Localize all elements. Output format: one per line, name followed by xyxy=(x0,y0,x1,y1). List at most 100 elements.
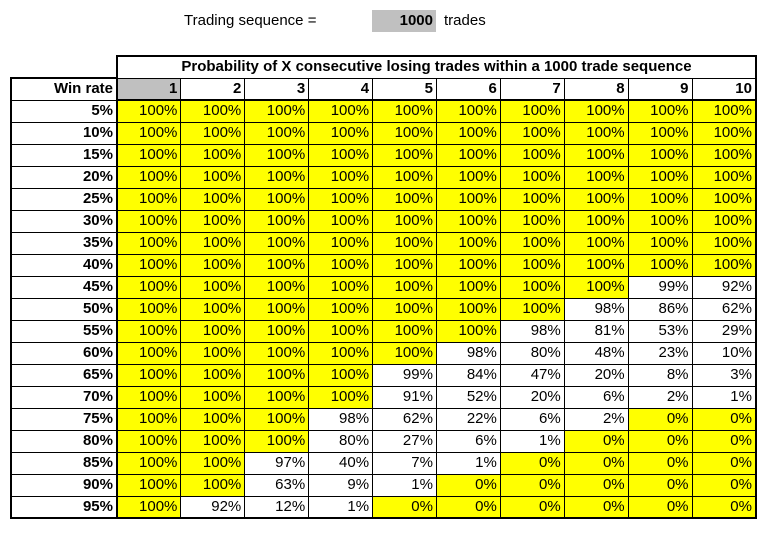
probability-cell[interactable]: 100% xyxy=(180,121,246,145)
probability-cell[interactable]: 100% xyxy=(308,341,374,365)
probability-cell[interactable]: 100% xyxy=(308,297,374,321)
probability-cell[interactable]: 100% xyxy=(435,121,501,145)
probability-cell[interactable]: 100% xyxy=(308,187,374,211)
probability-cell[interactable]: 0% xyxy=(691,429,757,453)
probability-cell[interactable]: 0% xyxy=(435,495,501,519)
probability-cell[interactable]: 100% xyxy=(180,385,246,409)
probability-cell[interactable]: 100% xyxy=(563,121,629,145)
probability-cell[interactable]: 100% xyxy=(244,99,310,123)
win-rate-cell[interactable]: 80% xyxy=(10,430,118,453)
probability-cell[interactable]: 62% xyxy=(372,407,437,431)
probability-cell[interactable]: 1% xyxy=(435,451,501,475)
probability-cell[interactable]: 100% xyxy=(563,209,629,233)
probability-cell[interactable]: 0% xyxy=(499,495,565,519)
probability-cell[interactable]: 0% xyxy=(627,495,693,519)
probability-cell[interactable]: 100% xyxy=(691,231,757,255)
probability-cell[interactable]: 100% xyxy=(244,253,310,277)
probability-cell[interactable]: 100% xyxy=(244,429,310,453)
probability-cell[interactable]: 100% xyxy=(691,165,757,189)
win-rate-cell[interactable]: 90% xyxy=(10,474,118,497)
probability-cell[interactable]: 12% xyxy=(244,495,310,519)
probability-cell[interactable]: 40% xyxy=(308,451,374,475)
probability-cell[interactable]: 100% xyxy=(691,187,757,211)
probability-cell[interactable]: 53% xyxy=(627,319,693,343)
win-rate-cell[interactable]: 50% xyxy=(10,298,118,321)
probability-cell[interactable]: 100% xyxy=(244,143,310,167)
probability-cell[interactable]: 100% xyxy=(563,187,629,211)
column-header-10[interactable]: 10 xyxy=(691,78,757,101)
probability-cell[interactable]: 100% xyxy=(563,99,629,123)
probability-cell[interactable]: 100% xyxy=(116,275,182,299)
probability-cell[interactable]: 1% xyxy=(308,495,374,519)
probability-cell[interactable]: 98% xyxy=(308,407,374,431)
probability-cell[interactable]: 7% xyxy=(372,451,437,475)
probability-cell[interactable]: 100% xyxy=(116,473,182,497)
probability-cell[interactable]: 100% xyxy=(308,363,374,387)
probability-cell[interactable]: 2% xyxy=(627,385,693,409)
probability-cell[interactable]: 100% xyxy=(435,143,501,167)
probability-cell[interactable]: 20% xyxy=(499,385,565,409)
probability-cell[interactable]: 100% xyxy=(244,319,310,343)
probability-cell[interactable]: 1% xyxy=(372,473,437,497)
probability-cell[interactable]: 100% xyxy=(244,187,310,211)
column-header-9[interactable]: 9 xyxy=(627,78,693,101)
column-header-7[interactable]: 7 xyxy=(499,78,565,101)
probability-cell[interactable]: 100% xyxy=(244,341,310,365)
probability-cell[interactable]: 100% xyxy=(244,363,310,387)
win-rate-cell[interactable]: 60% xyxy=(10,342,118,365)
probability-cell[interactable]: 100% xyxy=(180,253,246,277)
probability-cell[interactable]: 0% xyxy=(563,451,629,475)
probability-cell[interactable]: 80% xyxy=(499,341,565,365)
probability-cell[interactable]: 100% xyxy=(180,363,246,387)
probability-cell[interactable]: 92% xyxy=(180,495,246,519)
probability-cell[interactable]: 100% xyxy=(244,407,310,431)
probability-cell[interactable]: 0% xyxy=(627,407,693,431)
probability-cell[interactable]: 100% xyxy=(372,341,437,365)
probability-cell[interactable]: 0% xyxy=(563,429,629,453)
probability-cell[interactable]: 91% xyxy=(372,385,437,409)
probability-cell[interactable]: 0% xyxy=(627,451,693,475)
probability-cell[interactable]: 10% xyxy=(691,341,757,365)
probability-cell[interactable]: 97% xyxy=(244,451,310,475)
probability-cell[interactable]: 100% xyxy=(116,407,182,431)
probability-cell[interactable]: 100% xyxy=(372,253,437,277)
probability-cell[interactable]: 100% xyxy=(372,121,437,145)
probability-cell[interactable]: 100% xyxy=(116,319,182,343)
win-rate-cell[interactable]: 15% xyxy=(10,144,118,167)
probability-cell[interactable]: 86% xyxy=(627,297,693,321)
column-header-4[interactable]: 4 xyxy=(308,78,374,101)
probability-cell[interactable]: 100% xyxy=(180,473,246,497)
probability-cell[interactable]: 100% xyxy=(308,121,374,145)
probability-cell[interactable]: 100% xyxy=(435,297,501,321)
probability-cell[interactable]: 23% xyxy=(627,341,693,365)
probability-cell[interactable]: 100% xyxy=(116,451,182,475)
win-rate-cell[interactable]: 40% xyxy=(10,254,118,277)
probability-cell[interactable]: 100% xyxy=(563,165,629,189)
probability-cell[interactable]: 0% xyxy=(563,495,629,519)
win-rate-cell[interactable]: 5% xyxy=(10,100,118,123)
probability-cell[interactable]: 100% xyxy=(691,143,757,167)
probability-cell[interactable]: 6% xyxy=(499,407,565,431)
probability-cell[interactable]: 0% xyxy=(691,495,757,519)
probability-cell[interactable]: 100% xyxy=(499,275,565,299)
win-rate-cell[interactable]: 55% xyxy=(10,320,118,343)
probability-cell[interactable]: 100% xyxy=(180,187,246,211)
probability-cell[interactable]: 0% xyxy=(435,473,501,497)
probability-cell[interactable]: 6% xyxy=(435,429,501,453)
win-rate-cell[interactable]: 45% xyxy=(10,276,118,299)
probability-cell[interactable]: 100% xyxy=(435,99,501,123)
probability-cell[interactable]: 100% xyxy=(691,209,757,233)
probability-cell[interactable]: 0% xyxy=(499,451,565,475)
probability-cell[interactable]: 100% xyxy=(244,165,310,189)
column-header-8[interactable]: 8 xyxy=(563,78,629,101)
probability-cell[interactable]: 84% xyxy=(435,363,501,387)
probability-cell[interactable]: 100% xyxy=(372,231,437,255)
probability-cell[interactable]: 80% xyxy=(308,429,374,453)
column-header-3[interactable]: 3 xyxy=(244,78,310,101)
probability-cell[interactable]: 98% xyxy=(499,319,565,343)
sequence-value-cell[interactable]: 1000 xyxy=(372,10,436,32)
probability-cell[interactable]: 100% xyxy=(435,319,501,343)
probability-cell[interactable]: 100% xyxy=(116,297,182,321)
win-rate-cell[interactable]: 25% xyxy=(10,188,118,211)
probability-cell[interactable]: 100% xyxy=(180,143,246,167)
